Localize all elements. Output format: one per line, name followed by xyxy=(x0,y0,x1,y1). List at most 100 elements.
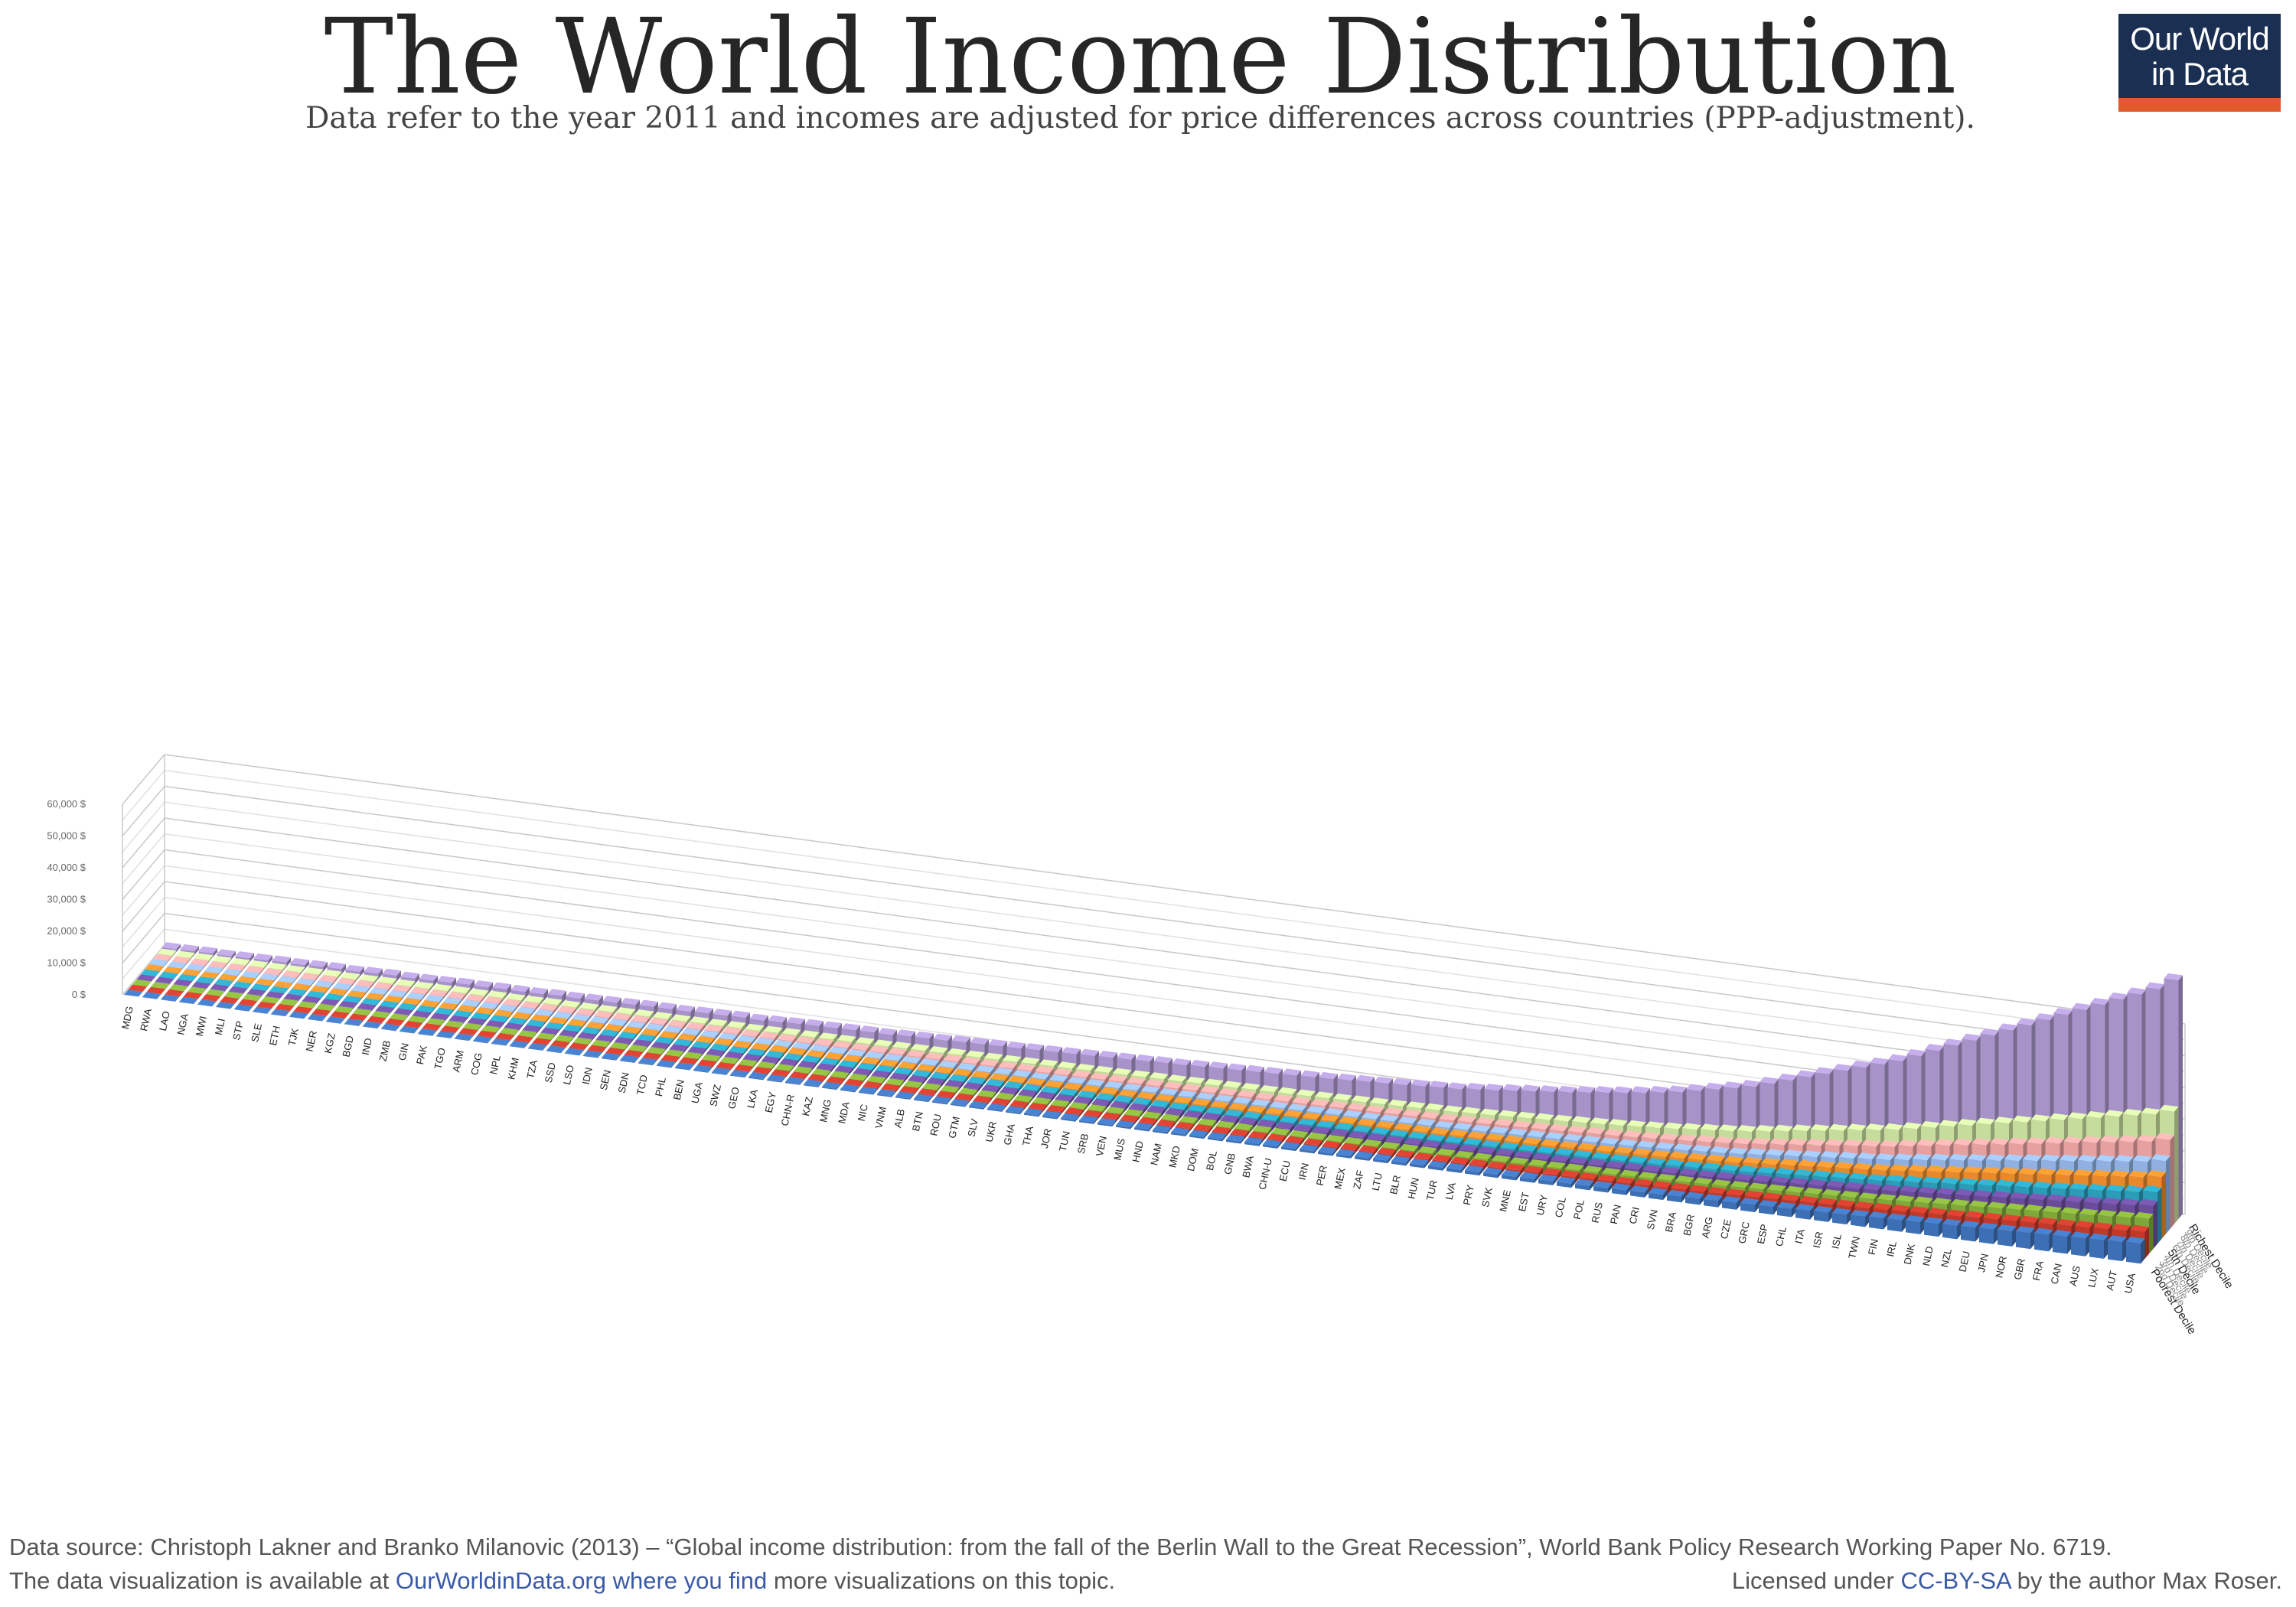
bar-side xyxy=(1000,1081,1005,1090)
bar-top xyxy=(2065,1195,2084,1203)
bar-side xyxy=(563,1019,568,1026)
bar-top xyxy=(1527,1130,1546,1138)
bar-top xyxy=(981,1084,1000,1092)
bar-side xyxy=(835,1059,840,1068)
bar-side xyxy=(168,956,172,963)
x-tick-label: GEO xyxy=(726,1086,742,1110)
bar-top xyxy=(765,1051,784,1058)
bar-side xyxy=(1096,1087,1101,1097)
bar-side xyxy=(729,1040,733,1048)
bar-side xyxy=(459,1022,464,1028)
bar-top xyxy=(361,998,380,1006)
bar-side xyxy=(1455,1144,1459,1156)
owid-link[interactable]: OurWorldinData.org where you find xyxy=(395,1567,768,1594)
bar-side xyxy=(513,1006,517,1014)
bar-top xyxy=(153,953,172,961)
bar-side xyxy=(1147,1099,1152,1110)
bar-top xyxy=(915,1031,934,1038)
bar-top xyxy=(2004,1154,2024,1162)
x-tick-label: LVA xyxy=(1443,1182,1458,1201)
bar-top xyxy=(208,961,227,969)
bar-side xyxy=(802,1049,807,1058)
bar-side xyxy=(1124,1103,1129,1112)
bar-side xyxy=(1047,1099,1052,1107)
bar-top xyxy=(1188,1104,1207,1112)
bar-top xyxy=(645,1023,664,1031)
bar-top xyxy=(577,1032,596,1039)
bar-side xyxy=(558,999,563,1009)
bar-top xyxy=(455,977,475,985)
bar-side xyxy=(408,1010,413,1016)
bar-top xyxy=(904,1081,923,1088)
bar-top xyxy=(433,983,452,991)
bar-side xyxy=(849,1068,853,1075)
bar-side xyxy=(370,982,374,989)
bar-top xyxy=(621,998,640,1006)
bar-top xyxy=(573,1037,592,1045)
bar-top xyxy=(378,976,397,984)
bar-top xyxy=(1802,1150,1821,1158)
bar-top xyxy=(1831,1172,1850,1179)
bar-top xyxy=(1467,1131,1486,1139)
x-tick-label: ZMB xyxy=(377,1039,393,1062)
bar-side xyxy=(174,973,178,980)
bar-top xyxy=(2155,1133,2174,1140)
bar-top xyxy=(1631,1086,1650,1094)
bar-top xyxy=(1253,1125,1272,1133)
x-tick-label: GRC xyxy=(1736,1221,1752,1244)
bar-top xyxy=(1808,1178,1827,1186)
bar-side xyxy=(967,1071,972,1080)
bar-top xyxy=(178,973,197,981)
bar-top xyxy=(1784,1149,1803,1157)
bar-top xyxy=(559,1029,578,1037)
bar xyxy=(334,1006,354,1014)
bar-top xyxy=(673,1038,693,1046)
logo-accent-bar xyxy=(2118,98,2281,112)
bar-side xyxy=(1086,1072,1091,1085)
bar-top xyxy=(325,993,344,1001)
bar-side xyxy=(1059,1082,1064,1092)
x-tick-label: BEN xyxy=(671,1079,687,1101)
bar-top xyxy=(747,1048,766,1056)
bar-side xyxy=(990,1067,995,1077)
bar-top xyxy=(784,1053,803,1061)
bar-side xyxy=(725,1045,729,1053)
bar-side xyxy=(349,1008,354,1014)
bar-side xyxy=(206,983,210,989)
bar-top xyxy=(214,979,233,986)
bar-top xyxy=(1866,1123,1885,1131)
x-tick-label: ETH xyxy=(267,1025,282,1047)
bar xyxy=(1961,1221,1980,1242)
x-tick-label: IND xyxy=(360,1037,374,1056)
bar-side xyxy=(1133,1091,1137,1102)
bar-side xyxy=(1286,1129,1290,1139)
license-link[interactable]: CC-BY-SA xyxy=(1900,1567,2011,1594)
bar-top xyxy=(894,1067,913,1074)
bar-top xyxy=(600,1029,619,1037)
bar-side xyxy=(353,1002,357,1009)
bar-side xyxy=(716,1056,721,1063)
bar-top xyxy=(641,1028,660,1036)
owid-logo[interactable]: Our World in Data xyxy=(2118,14,2281,112)
bar-top xyxy=(585,1022,605,1029)
bar-top xyxy=(1692,1145,1711,1152)
bar-top xyxy=(2014,1180,2033,1188)
bar-top xyxy=(1903,1122,1922,1129)
bar-side xyxy=(282,964,287,972)
bar-side xyxy=(807,1044,811,1053)
bar-top xyxy=(957,1063,977,1071)
bar-top xyxy=(355,980,374,987)
bar-top xyxy=(639,999,658,1007)
bar-top xyxy=(1996,1179,2015,1187)
x-tick-label: EST xyxy=(1516,1191,1531,1213)
bar-side xyxy=(972,1064,977,1075)
bar-top xyxy=(132,979,152,986)
bar-top xyxy=(1288,1103,1307,1111)
bar-top xyxy=(902,1056,921,1064)
bar xyxy=(1851,1210,1870,1227)
bar-top xyxy=(1816,1161,1835,1169)
bar-top xyxy=(1041,1086,1060,1094)
bar-side xyxy=(996,1086,1000,1095)
bar-top xyxy=(282,970,301,978)
bar-top xyxy=(939,1061,958,1068)
